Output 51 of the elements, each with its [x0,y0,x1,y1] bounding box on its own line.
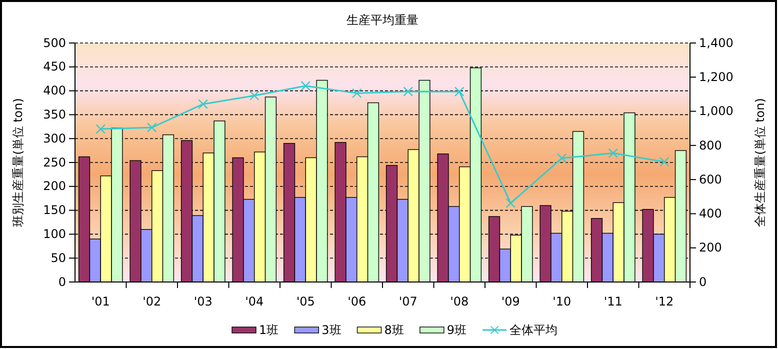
y2-tick-label: 1,400 [699,36,734,50]
x-tick-label: '08 [450,294,469,308]
y2-tick-label: 1,000 [699,104,734,118]
x-tick-label: '01 [91,294,110,308]
point [506,198,516,208]
point [198,99,208,110]
point [300,80,311,91]
y-tick-label: 400 [43,84,66,98]
point [454,86,464,97]
legend-label: 9班 [446,323,467,338]
x-tick-label: '06 [348,294,366,308]
y-tick-label: 350 [43,108,66,122]
y2-axis-title: 全体生産重量(単位 ton) [753,98,768,227]
point [96,124,106,134]
x-tick-label: '11 [604,294,622,308]
point [556,153,567,164]
y2-tick-label: 400 [699,206,722,221]
y-tick-label: 0 [58,274,66,289]
point [146,122,157,132]
x-tick-label: '05 [296,294,315,308]
y-tick-label: 100 [43,227,66,242]
y-tick-label: 500 [43,36,66,50]
y-tick-label: 150 [43,203,66,218]
x-tick-label: '07 [398,294,418,308]
point [249,90,260,100]
y2-tick-label: 1,200 [699,70,734,84]
y-tick-label: 300 [43,131,66,146]
y2-tick-label: 200 [699,240,722,255]
x-tick-label: '10 [552,294,572,308]
y-tick-label: 450 [43,60,66,74]
y-tick-label: 200 [43,179,66,194]
legend-label: 3班 [322,323,342,338]
point [403,86,414,96]
x-tick-label: '12 [655,294,674,308]
x-tick-label: '09 [501,294,520,308]
legend-label: 全体平均 [510,323,558,338]
point [352,88,362,98]
y2-tick-label: 800 [699,138,722,152]
chart-title: 生産平均重量 [346,13,418,27]
point [608,148,618,158]
legend-label: 8班 [384,323,404,338]
legend-label: 1班 [259,323,279,338]
y2-tick-label: 0 [699,274,707,289]
y-axis-title: 班別生産重量(単位 ton) [11,98,26,227]
point [659,156,670,167]
x-tick-label: '04 [245,294,264,308]
y-tick-label: 50 [50,250,66,265]
x-tick-label: '02 [142,294,162,308]
y-tick-label: 250 [43,155,66,170]
x-tick-label: '03 [194,294,212,308]
y2-tick-label: 600 [699,172,722,186]
